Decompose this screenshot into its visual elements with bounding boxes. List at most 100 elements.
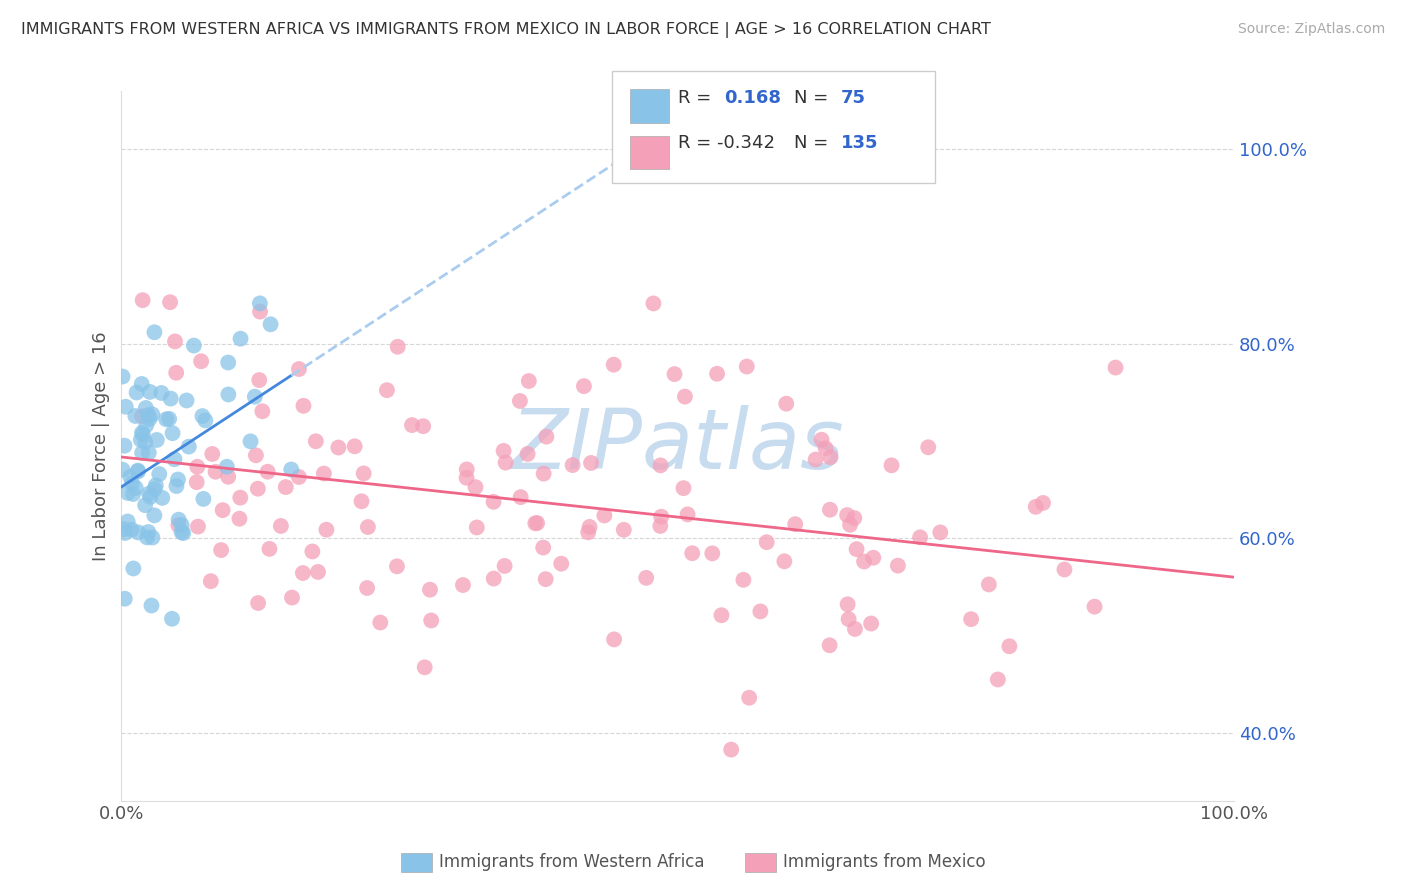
Point bbox=[1053, 562, 1076, 576]
Text: ZIPatlas: ZIPatlas bbox=[510, 405, 845, 486]
Point bbox=[844, 622, 866, 636]
Point bbox=[534, 572, 557, 586]
Point bbox=[121, 523, 143, 537]
Point bbox=[576, 525, 599, 540]
Point bbox=[412, 419, 434, 434]
Point bbox=[143, 482, 166, 496]
Point bbox=[356, 581, 378, 595]
Point bbox=[163, 452, 186, 467]
Text: N =: N = bbox=[794, 89, 828, 107]
Point bbox=[814, 441, 837, 455]
Point bbox=[292, 399, 315, 413]
Point bbox=[533, 467, 555, 481]
Point bbox=[755, 535, 778, 549]
Point bbox=[775, 397, 797, 411]
Point bbox=[159, 295, 181, 310]
Point bbox=[492, 443, 515, 458]
Point bbox=[516, 447, 538, 461]
Point bbox=[845, 542, 868, 557]
Text: N =: N = bbox=[794, 134, 828, 152]
Point bbox=[357, 520, 380, 534]
Point bbox=[305, 434, 328, 449]
Point bbox=[853, 555, 876, 569]
Point bbox=[131, 425, 153, 440]
Point bbox=[536, 430, 558, 444]
Point bbox=[259, 318, 281, 332]
Point bbox=[125, 385, 148, 400]
Point bbox=[249, 304, 271, 318]
Point bbox=[204, 465, 226, 479]
Point bbox=[578, 520, 600, 534]
Point bbox=[141, 599, 163, 613]
Point bbox=[550, 557, 572, 571]
Point bbox=[368, 615, 391, 630]
Point bbox=[413, 660, 436, 674]
Point bbox=[138, 445, 160, 459]
Point bbox=[702, 546, 724, 560]
Point bbox=[328, 441, 350, 455]
Point bbox=[243, 390, 266, 404]
Text: 0.168: 0.168 bbox=[724, 89, 782, 107]
Point bbox=[818, 502, 841, 516]
Point bbox=[146, 433, 169, 447]
Text: R =: R = bbox=[678, 89, 711, 107]
Point bbox=[375, 383, 398, 397]
Point bbox=[613, 523, 636, 537]
Point bbox=[162, 426, 184, 441]
Point bbox=[163, 334, 186, 349]
Point bbox=[114, 591, 136, 606]
Point bbox=[131, 293, 153, 308]
Point bbox=[131, 446, 153, 460]
Point bbox=[122, 487, 145, 501]
Point bbox=[190, 354, 212, 368]
Point bbox=[170, 525, 193, 540]
Point bbox=[312, 467, 335, 481]
Point bbox=[145, 478, 167, 492]
Point bbox=[176, 393, 198, 408]
Point bbox=[672, 481, 695, 495]
Point bbox=[353, 467, 375, 481]
Point bbox=[343, 439, 366, 453]
Text: Immigrants from Western Africa: Immigrants from Western Africa bbox=[439, 853, 704, 871]
Point bbox=[664, 367, 686, 381]
Point bbox=[650, 509, 672, 524]
Point bbox=[131, 376, 153, 391]
Point bbox=[350, 494, 373, 508]
Point bbox=[165, 366, 187, 380]
Point bbox=[509, 394, 531, 409]
Point bbox=[245, 448, 267, 462]
Point bbox=[456, 471, 478, 485]
Point bbox=[572, 379, 595, 393]
Point bbox=[157, 412, 180, 426]
Point bbox=[908, 530, 931, 544]
Point bbox=[138, 486, 160, 500]
Point bbox=[256, 465, 278, 479]
Point bbox=[603, 632, 626, 647]
Point bbox=[246, 482, 269, 496]
Point bbox=[143, 508, 166, 523]
Point bbox=[835, 508, 858, 522]
Point bbox=[288, 362, 311, 376]
Point bbox=[860, 616, 883, 631]
Point bbox=[114, 525, 136, 540]
Point bbox=[111, 463, 134, 477]
Text: 75: 75 bbox=[841, 89, 866, 107]
Point bbox=[494, 558, 516, 573]
Point bbox=[139, 384, 162, 399]
Point bbox=[194, 413, 217, 427]
Point bbox=[482, 495, 505, 509]
Point bbox=[170, 518, 193, 533]
Point bbox=[211, 503, 233, 517]
Point bbox=[111, 369, 134, 384]
Point bbox=[186, 459, 208, 474]
Point bbox=[401, 418, 423, 433]
Point bbox=[155, 412, 177, 426]
Point bbox=[579, 456, 602, 470]
Point bbox=[215, 459, 238, 474]
Y-axis label: In Labor Force | Age > 16: In Labor Force | Age > 16 bbox=[93, 331, 110, 560]
Text: R = -0.342: R = -0.342 bbox=[678, 134, 775, 152]
Point bbox=[526, 516, 548, 530]
Point bbox=[167, 518, 190, 533]
Point bbox=[209, 543, 232, 558]
Point bbox=[838, 612, 860, 626]
